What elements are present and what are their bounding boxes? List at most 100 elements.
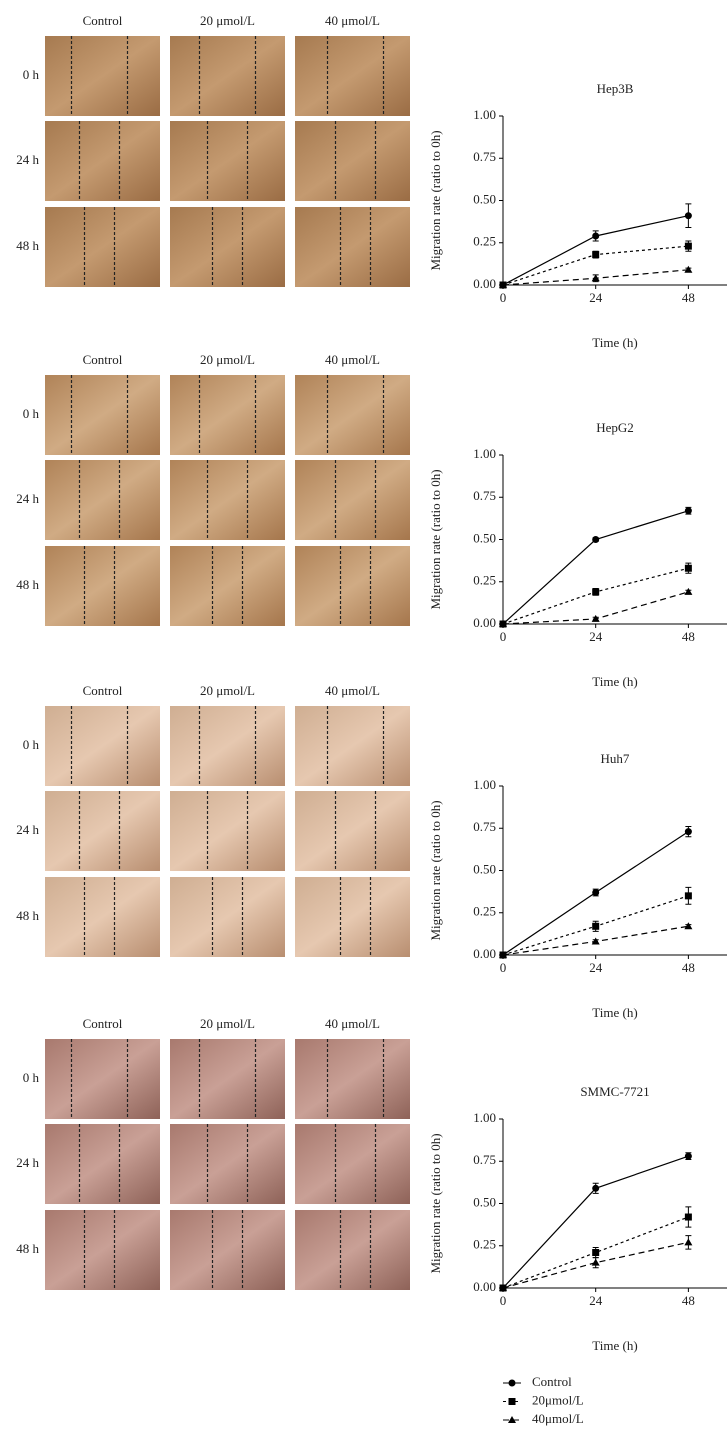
row-label: 48 h — [16, 238, 39, 253]
series-line: Control — [503, 1156, 688, 1288]
wound-image — [295, 791, 410, 871]
row-label: 24 h — [16, 1155, 39, 1170]
y-tick-label: 0.50 — [473, 1194, 496, 1209]
column-label: 40 μmol/L — [325, 683, 380, 698]
row-label: 48 h — [16, 1241, 39, 1256]
row-label: 48 h — [16, 577, 39, 592]
x-axis-label: Time (h) — [592, 674, 637, 689]
row-label: 0 h — [23, 406, 40, 421]
wound-image — [45, 375, 160, 455]
wound-image — [170, 706, 285, 786]
point — [592, 1185, 599, 1192]
point — [685, 565, 692, 572]
y-tick-label: 0.25 — [473, 1237, 496, 1252]
wound-image — [295, 207, 410, 287]
wound-image — [295, 546, 410, 626]
x-tick-label: 24 — [589, 629, 603, 644]
column-label: Control — [83, 13, 123, 28]
wound-image — [45, 546, 160, 626]
y-axis-label: Migration rate (ratio to 0h) — [428, 800, 443, 940]
wound-image — [45, 1039, 160, 1119]
point — [592, 1259, 600, 1266]
wound-image — [170, 36, 285, 116]
y-axis-label: Migration rate (ratio to 0h) — [428, 469, 443, 609]
y-tick-label: 0.25 — [473, 573, 496, 588]
chart-title: Hep3B — [597, 81, 634, 96]
point — [685, 892, 692, 899]
column-label: 40 μmol/L — [325, 352, 380, 367]
legend-marker — [509, 1380, 516, 1387]
series: 20μmol/L — [500, 1207, 692, 1292]
point — [684, 1238, 692, 1245]
chart-title: Huh7 — [601, 751, 630, 766]
point — [592, 536, 599, 543]
wound-image — [170, 207, 285, 287]
y-tick-label: 0.75 — [473, 149, 496, 164]
point — [592, 937, 600, 944]
x-tick-label: 24 — [589, 290, 603, 305]
legend-label: 40μmol/L — [532, 1411, 584, 1426]
column-label: 20 μmol/L — [200, 352, 255, 367]
point — [684, 588, 692, 595]
column-label: 20 μmol/L — [200, 683, 255, 698]
y-tick-label: 0.75 — [473, 488, 496, 503]
y-tick-label: 0.00 — [473, 615, 496, 630]
column-label: Control — [83, 1016, 123, 1031]
point — [685, 1153, 692, 1160]
wound-image — [295, 706, 410, 786]
y-tick-label: 0.00 — [473, 1279, 496, 1294]
x-tick-label: 48 — [682, 629, 695, 644]
y-tick-label: 1.00 — [473, 446, 496, 461]
point — [592, 923, 599, 930]
row-label: 48 h — [16, 908, 39, 923]
series: Control — [500, 1153, 692, 1292]
wound-image — [170, 546, 285, 626]
column-label: 20 μmol/L — [200, 13, 255, 28]
y-tick-label: 0.50 — [473, 530, 496, 545]
point — [685, 507, 692, 514]
y-tick-label: 0.75 — [473, 1152, 496, 1167]
row-label: 24 h — [16, 152, 39, 167]
wound-image — [45, 460, 160, 540]
legend-label: 20μmol/L — [532, 1392, 584, 1407]
row-label: 24 h — [16, 822, 39, 837]
wound-image — [170, 1210, 285, 1290]
page: Control 20 μmol/L 40 μmol/L 0 h 24 h 48 h Cont… — [0, 0, 727, 1432]
wound-image — [295, 375, 410, 455]
y-tick-label: 0.00 — [473, 276, 496, 291]
chart-title: HepG2 — [596, 420, 634, 435]
column-label: Control — [83, 352, 123, 367]
series: 40μmol/L — [499, 1236, 692, 1291]
y-tick-label: 0.00 — [473, 946, 496, 961]
series: 20μmol/L — [500, 887, 692, 958]
column-label: Control — [83, 683, 123, 698]
point — [592, 251, 599, 258]
point — [684, 922, 692, 929]
wound-image — [45, 1210, 160, 1290]
y-axis-label: Migration rate (ratio to 0h) — [428, 1133, 443, 1273]
x-tick-label: 0 — [500, 290, 507, 305]
wound-image — [295, 1039, 410, 1119]
row-label: 0 h — [23, 1070, 40, 1085]
wound-image — [170, 1124, 285, 1204]
point — [685, 1214, 692, 1221]
y-tick-label: 1.00 — [473, 777, 496, 792]
x-tick-label: 48 — [682, 960, 695, 975]
wound-image — [170, 121, 285, 201]
x-axis-label: Time (h) — [592, 1338, 637, 1353]
wound-image — [170, 375, 285, 455]
wound-image — [295, 460, 410, 540]
y-axis-label: Migration rate (ratio to 0h) — [428, 130, 443, 270]
row-label: 24 h — [16, 491, 39, 506]
wound-image — [295, 121, 410, 201]
x-tick-label: 48 — [682, 1293, 695, 1308]
point — [685, 828, 692, 835]
wound-image — [170, 1039, 285, 1119]
point — [592, 588, 599, 595]
row-label: 0 h — [23, 737, 40, 752]
column-label: 20 μmol/L — [200, 1016, 255, 1031]
wound-image — [45, 1124, 160, 1204]
wound-image — [45, 791, 160, 871]
wound-image — [170, 460, 285, 540]
column-label: 40 μmol/L — [325, 1016, 380, 1031]
